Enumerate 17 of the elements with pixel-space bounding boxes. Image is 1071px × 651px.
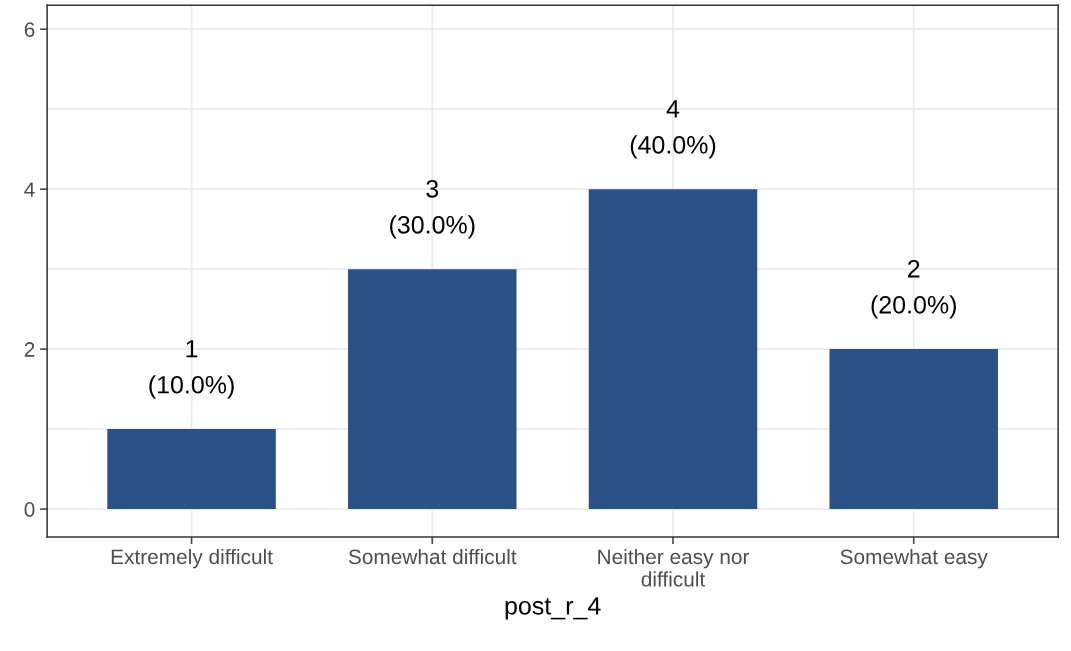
y-tick-label: 4 [24, 182, 35, 197]
x-tick-label: Somewhat easy [840, 548, 988, 569]
data-label: 3 (30.0%) [390, 179, 475, 239]
bar [107, 429, 276, 510]
x-axis-title: post_r_4 [505, 597, 601, 620]
x-tick-label: Somewhat difficult [348, 548, 517, 565]
bar [829, 349, 998, 510]
data-label: 1 (10.0%) [149, 340, 234, 399]
data-label: 4 (40.0%) [630, 100, 716, 159]
x-tick-label: Neither easy nor difficult [598, 548, 750, 587]
x-tick-label: Extremely difficult [111, 548, 273, 569]
bar [588, 189, 758, 510]
y-tick-label: 0 [24, 502, 35, 517]
y-tick-label: 6 [24, 22, 35, 37]
data-label: 2 (20.0%) [871, 259, 956, 319]
y-tick-label: 2 [24, 342, 35, 357]
bar [348, 269, 517, 510]
